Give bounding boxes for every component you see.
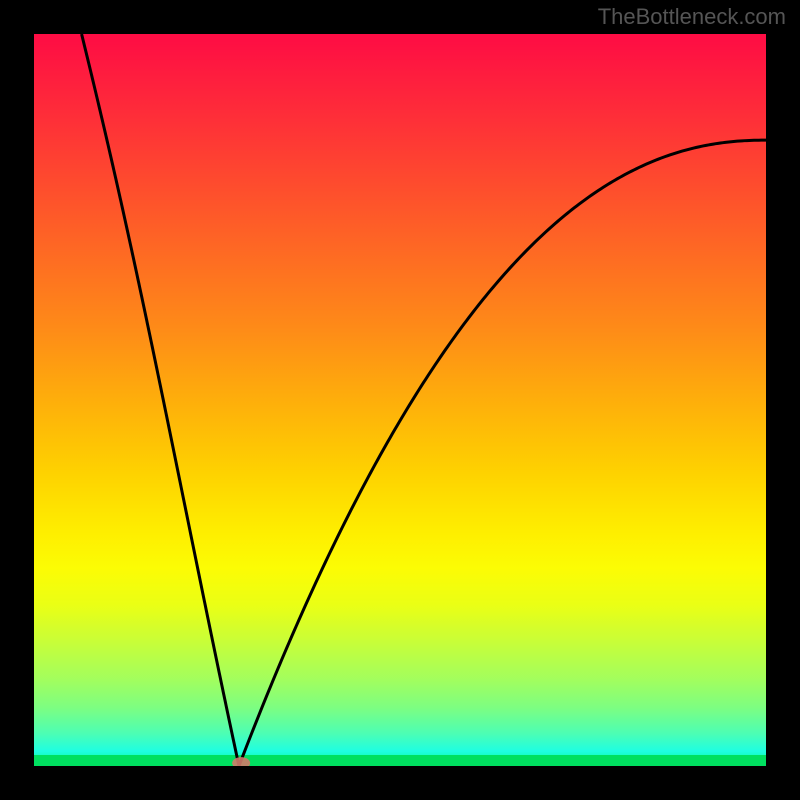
chart-canvas: TheBottleneck.com	[0, 0, 800, 800]
plot-area	[34, 34, 766, 766]
optimal-point-marker	[232, 757, 250, 766]
plot-svg	[34, 34, 766, 766]
watermark-text: TheBottleneck.com	[598, 4, 786, 30]
bottleneck-curve	[82, 34, 766, 766]
